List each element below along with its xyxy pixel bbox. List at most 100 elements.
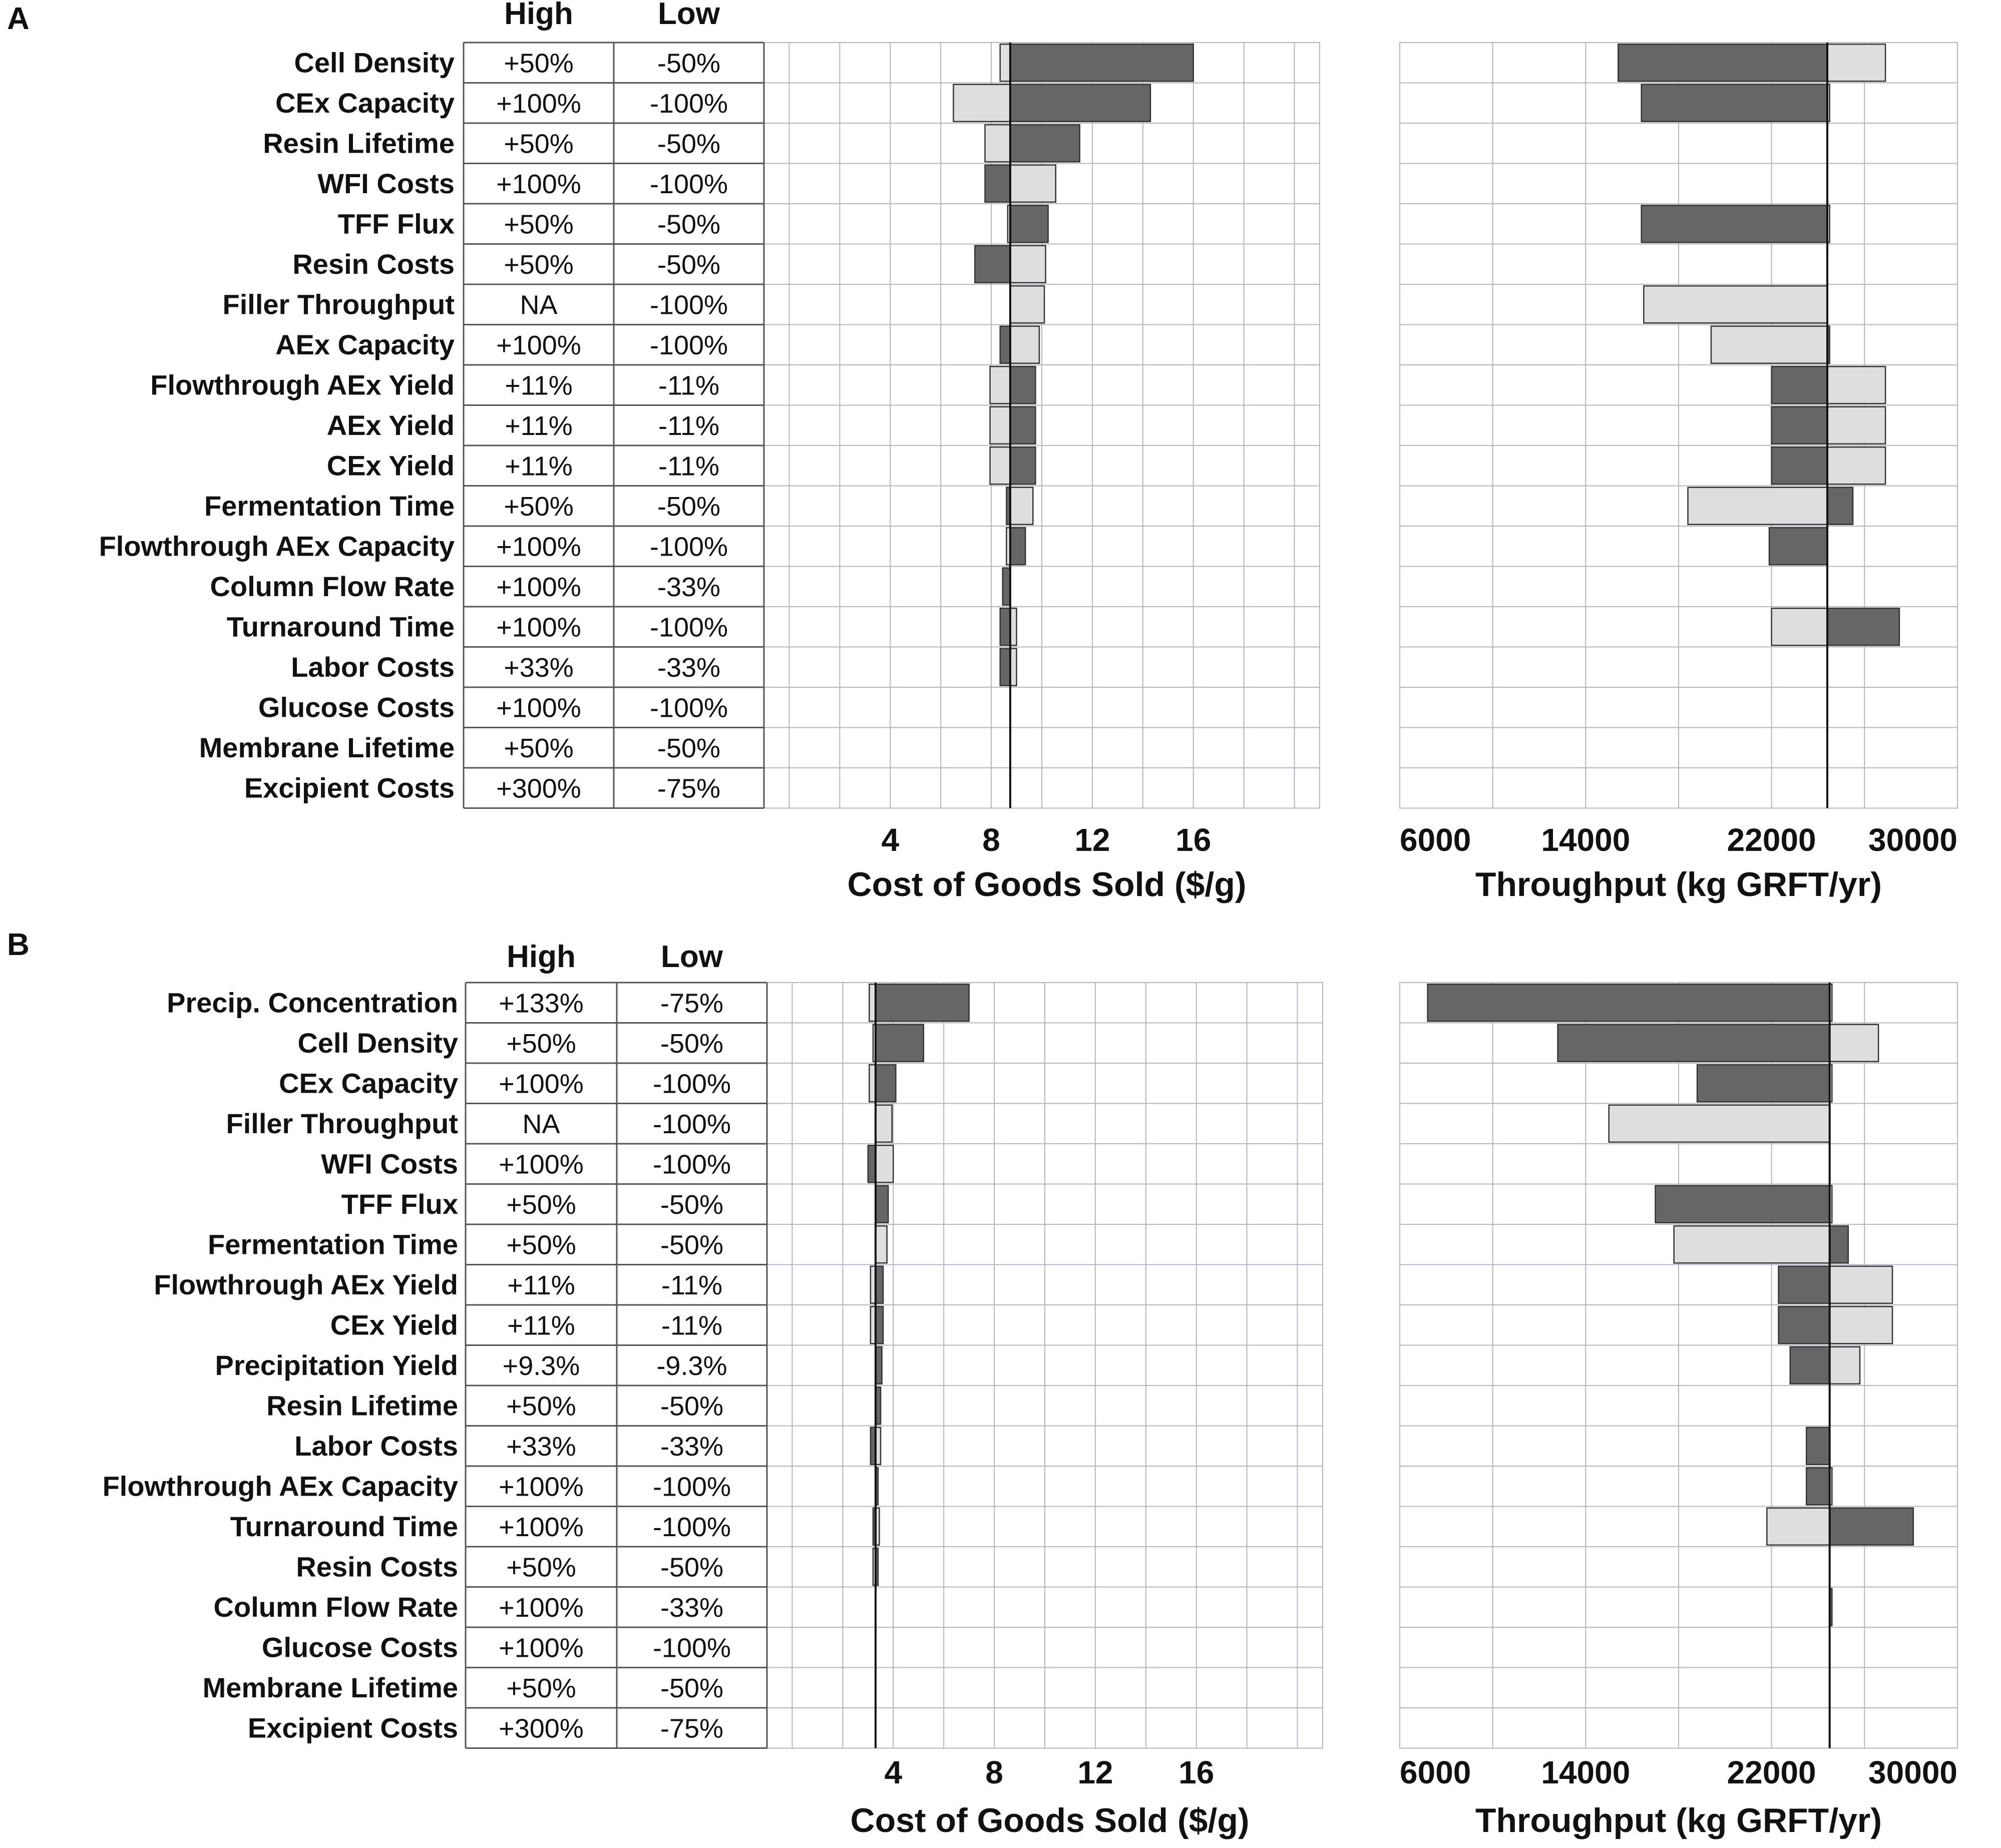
cogs-high-bar <box>999 325 1011 364</box>
table-row: Flowthrough AEx Capacity +100% -100% <box>103 1467 1833 1506</box>
low-column-header: Low <box>658 0 720 31</box>
cogs-low-bar <box>875 1144 894 1183</box>
throughput-tick-label: 6000 <box>1400 1754 1471 1790</box>
throughput-tick-label: 30000 <box>1868 822 1957 858</box>
table-row: Labor Costs +33% -33% <box>294 1427 1830 1466</box>
low-change-cell: -100% <box>650 532 728 562</box>
high-change-cell: +11% <box>507 1270 575 1300</box>
low-change-cell: -100% <box>653 1472 731 1502</box>
high-change-cell: +33% <box>504 653 574 683</box>
cogs-low-bar <box>989 406 1011 445</box>
throughput-high-bar <box>1826 607 1900 646</box>
high-change-cell: +11% <box>505 451 573 481</box>
cogs-low-bar <box>984 124 1011 163</box>
throughput-high-bar <box>1826 487 1854 526</box>
low-change-cell: -100% <box>653 1069 731 1099</box>
parameter-label: Precipitation Yield <box>215 1349 458 1381</box>
low-change-cell: -11% <box>658 411 719 441</box>
cogs-high-bar <box>1009 446 1036 485</box>
cogs-tick-label: 12 <box>1077 1754 1113 1790</box>
throughput-tick-label: 30000 <box>1868 1754 1957 1790</box>
cogs-low-bar <box>875 1225 888 1264</box>
table-row: Resin Costs +50% -50% <box>292 245 1046 284</box>
high-change-cell: +100% <box>496 532 581 562</box>
parameter-label: Filler Throughput <box>226 1108 458 1139</box>
cogs-tick-label: 8 <box>982 822 1000 858</box>
table-row: Resin Costs +50% -50% <box>296 1547 879 1586</box>
low-change-cell: -100% <box>650 290 728 320</box>
parameter-label: Glucose Costs <box>258 691 455 723</box>
cogs-tick-label: 12 <box>1074 822 1110 858</box>
table-row: Flowthrough AEx Capacity +100% -100% <box>99 527 1828 566</box>
throughput-high-bar <box>1771 446 1828 485</box>
table-row: Fermentation Time +50% -50% <box>208 1225 1849 1264</box>
cogs-low-bar <box>1009 245 1046 284</box>
cogs-tick-label: 4 <box>881 822 899 858</box>
low-change-cell: -75% <box>660 1713 723 1743</box>
low-change-cell: -100% <box>650 693 728 723</box>
low-change-cell: -50% <box>660 1190 723 1220</box>
high-change-cell: +11% <box>505 411 573 441</box>
cogs-high-bar <box>875 1064 897 1103</box>
cogs-low-bar <box>999 43 1011 82</box>
low-change-cell: -50% <box>660 1673 723 1703</box>
low-change-cell: -100% <box>653 1149 731 1179</box>
high-change-cell: +50% <box>504 129 574 159</box>
throughput-high-bar <box>1771 365 1828 404</box>
throughput-low-bar <box>1687 487 1828 526</box>
throughput-high-bar <box>1768 527 1828 566</box>
low-change-cell: -50% <box>660 1391 723 1421</box>
low-change-cell: -75% <box>660 988 723 1018</box>
throughput-low-bar <box>1829 1305 1893 1344</box>
table-row: Resin Lifetime +50% -50% <box>266 1386 882 1425</box>
table-row: WFI Costs +100% -100% <box>317 164 1056 203</box>
table-row: WFI Costs +100% -100% <box>321 1144 894 1183</box>
parameter-label: Glucose Costs <box>262 1631 458 1663</box>
table-row: Turnaround Time +100% -100% <box>227 607 1900 646</box>
high-change-cell: +11% <box>507 1310 575 1340</box>
high-change-cell: +100% <box>496 572 581 602</box>
parameter-label: Flowthrough AEx Capacity <box>99 530 455 562</box>
throughput-low-bar <box>1829 1024 1879 1063</box>
parameter-label: Labor Costs <box>294 1430 458 1462</box>
parameter-label: Flowthrough AEx Capacity <box>103 1470 458 1502</box>
table-row: Precipitation Yield +9.3% -9.3% <box>215 1346 1861 1385</box>
parameter-table <box>465 982 768 1749</box>
low-change-cell: -11% <box>661 1310 722 1340</box>
high-change-cell: +50% <box>506 1673 576 1703</box>
low-column-header: Low <box>661 940 723 974</box>
parameter-label: Resin Lifetime <box>263 127 455 159</box>
high-change-cell: +50% <box>504 48 574 78</box>
low-change-cell: -50% <box>657 492 720 522</box>
throughput-low-bar <box>1766 1507 1830 1546</box>
high-change-cell: NA <box>520 290 557 320</box>
table-row: AEx Capacity +100% -100% <box>275 325 1830 364</box>
throughput-high-bar <box>1641 204 1828 243</box>
high-change-cell: NA <box>522 1109 560 1139</box>
throughput-tick-label: 22000 <box>1727 822 1816 858</box>
parameter-label: Resin Lifetime <box>266 1390 458 1421</box>
throughput-high-bar <box>1829 1507 1914 1546</box>
cogs-tick-label: 16 <box>1175 822 1211 858</box>
throughput-axis-title: Throughput (kg GRFT/yr) <box>1475 865 1882 903</box>
high-column-header: High <box>504 0 573 31</box>
cogs-high-bar <box>867 1144 877 1183</box>
table-row: Excipient Costs +300% -75% <box>244 772 720 803</box>
cogs-high-bar <box>1009 43 1194 82</box>
high-change-cell: +33% <box>506 1432 576 1462</box>
low-change-cell: -100% <box>650 612 728 642</box>
parameter-label: CEx Capacity <box>279 1067 458 1099</box>
low-change-cell: -50% <box>660 1552 723 1582</box>
high-change-cell: +50% <box>506 1391 576 1421</box>
throughput-low-bar <box>1826 446 1886 485</box>
low-change-cell: -100% <box>653 1633 731 1663</box>
high-change-cell: +100% <box>496 693 581 723</box>
high-change-cell: +100% <box>499 1593 584 1623</box>
parameter-label: Resin Costs <box>296 1551 458 1582</box>
low-change-cell: -100% <box>653 1512 731 1542</box>
table-row: Turnaround Time +100% -100% <box>230 1507 1914 1546</box>
throughput-tick-label: 14000 <box>1541 822 1630 858</box>
throughput-low-bar <box>1826 365 1886 404</box>
throughput-high-bar <box>1771 406 1828 445</box>
